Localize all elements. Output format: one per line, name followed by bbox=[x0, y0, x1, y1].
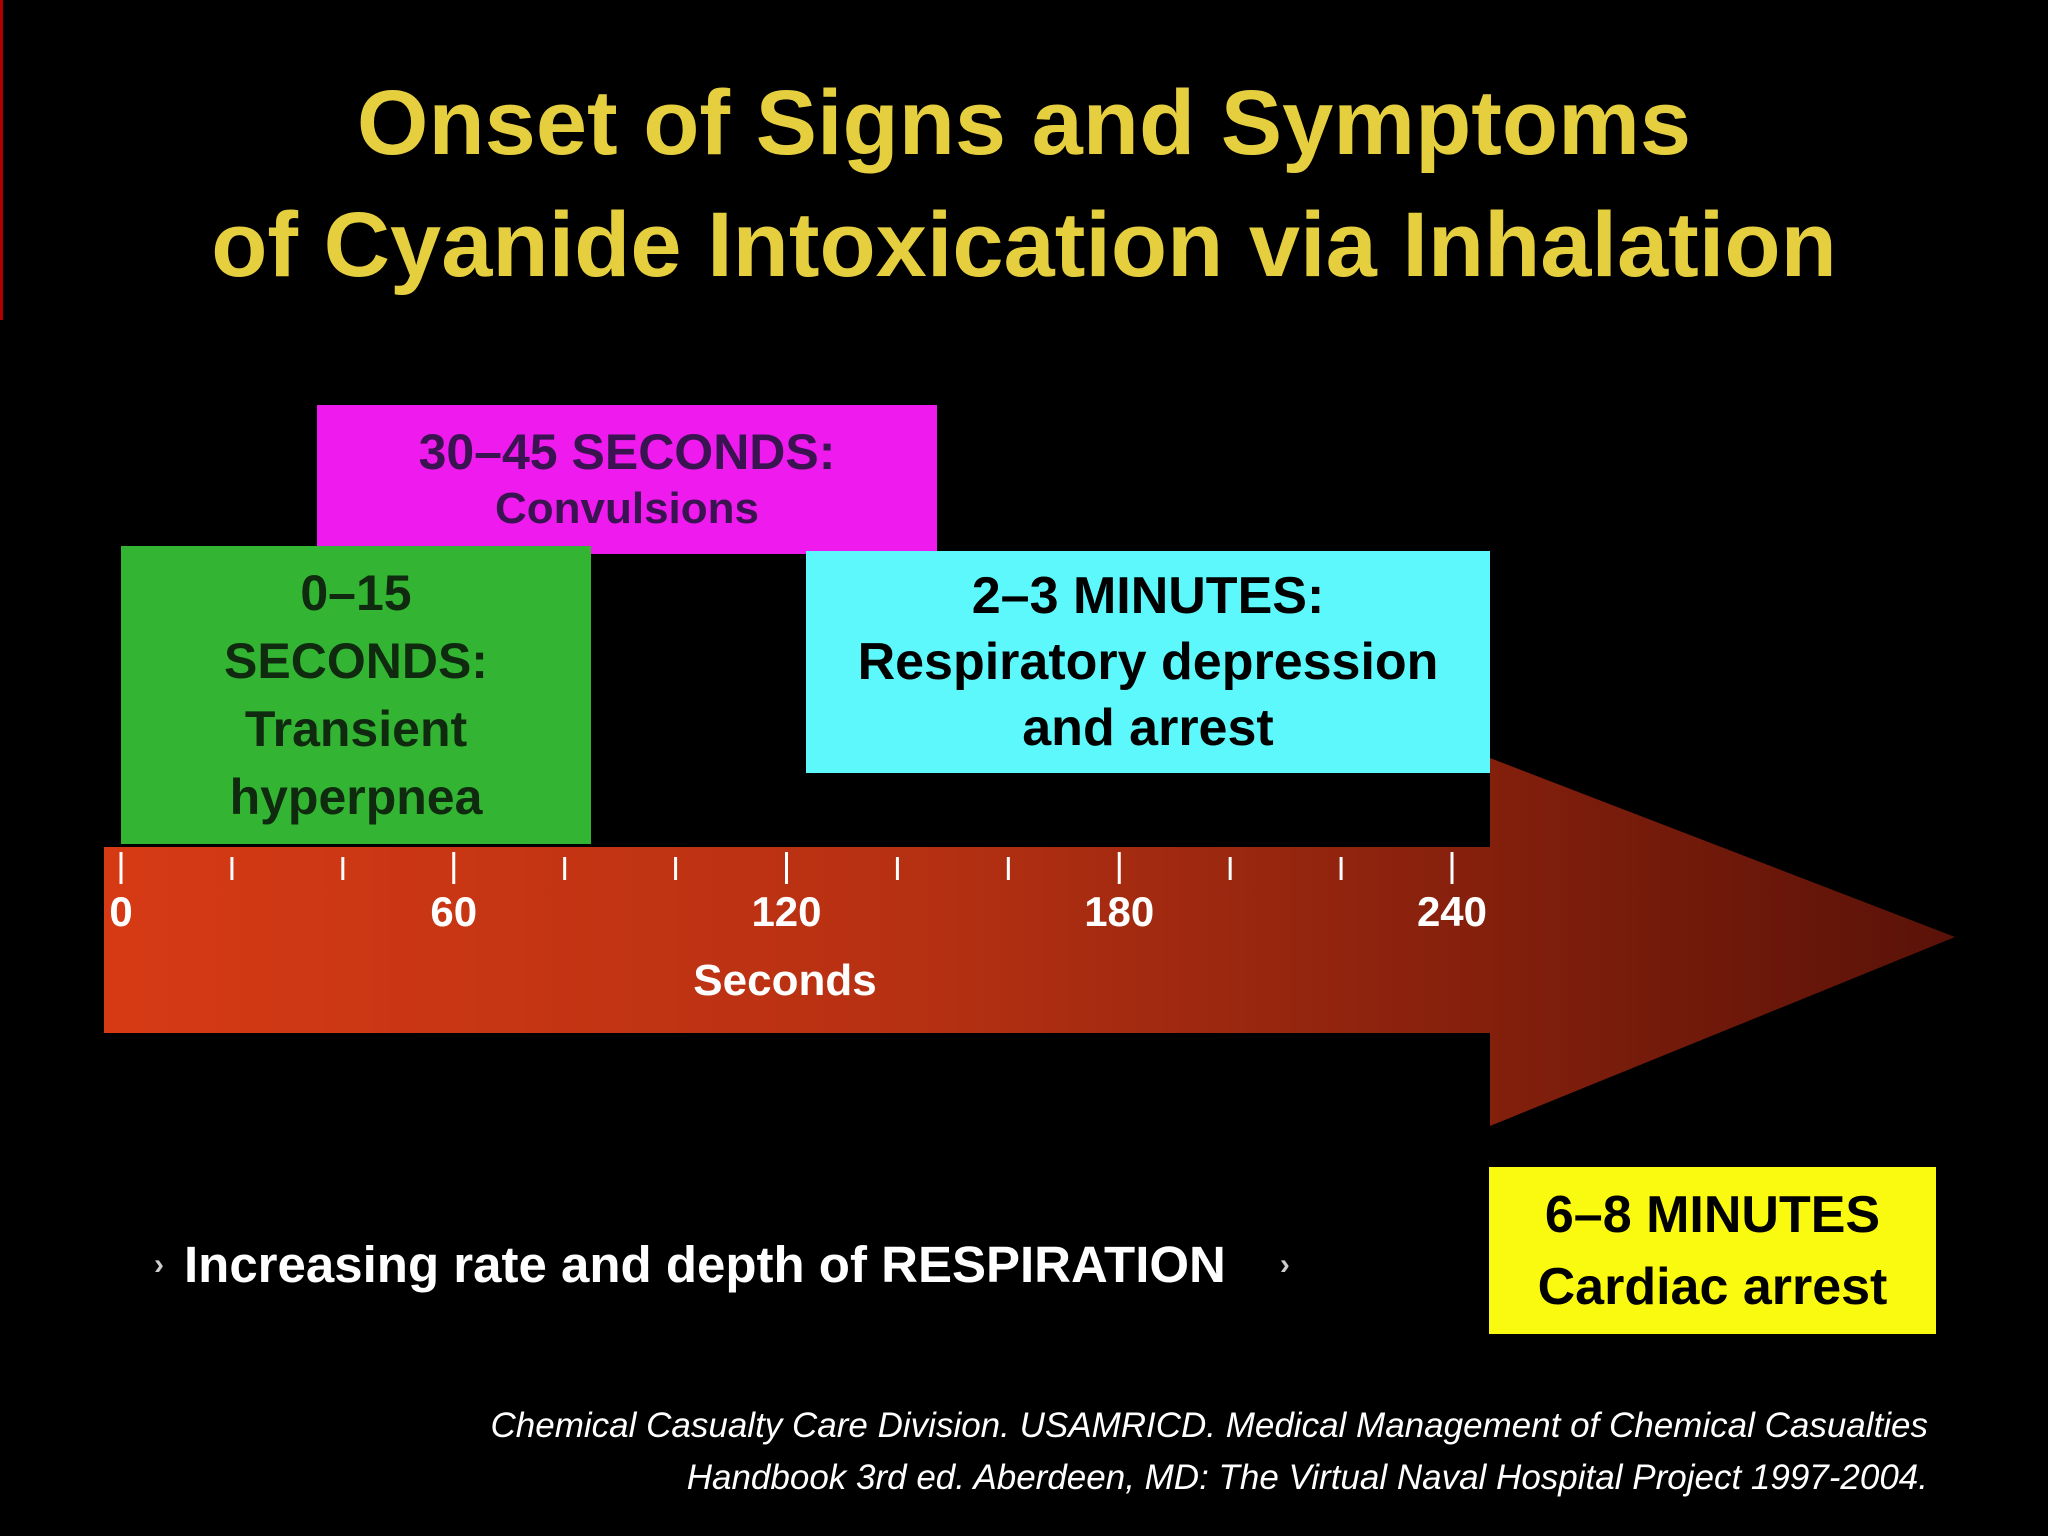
phase-convulsions-box: 30–45 SECONDS: Convulsions bbox=[317, 405, 937, 554]
phase-cardiac-time: 6–8 MINUTES bbox=[1544, 1185, 1881, 1244]
phase-respiratory-effect-line-2: and arrest bbox=[1022, 699, 1274, 757]
phase-convulsions-time: 30–45 SECONDS: bbox=[418, 423, 836, 480]
axis-tick-label: 120 bbox=[751, 888, 821, 935]
axis-marks: 0 60 120 180 240 bbox=[109, 852, 1487, 935]
timeline-arrow-shape bbox=[104, 758, 1955, 1126]
phase-respiratory-box: 2–3 MINUTES: Respiratory depression and … bbox=[806, 551, 1490, 773]
slide-edge-accent bbox=[0, 0, 3, 320]
slide-title: Onset of Signs and Symptoms of Cyanide I… bbox=[0, 62, 2048, 306]
axis-tick-label: 60 bbox=[430, 888, 477, 935]
phase-hyperpnea-effect-line-2: hyperpnea bbox=[229, 769, 483, 825]
citation-line-1: Chemical Casualty Care Division. USAMRIC… bbox=[490, 1406, 1928, 1445]
respiration-note-text: Increasing rate and depth of RESPIRATION bbox=[184, 1236, 1226, 1293]
phase-hyperpnea-effect-line-1: Transient bbox=[244, 701, 468, 757]
axis-tick-label: 0 bbox=[109, 888, 132, 935]
phase-convulsions-effect: Convulsions bbox=[494, 483, 760, 533]
trailing-chevron-icon: › bbox=[1279, 1248, 1290, 1281]
phase-hyperpnea-time-line-2: SECONDS: bbox=[224, 633, 488, 689]
phase-respiratory-time: 2–3 MINUTES: bbox=[971, 567, 1325, 625]
respiration-note: › Increasing rate and depth of RESPIRATI… bbox=[154, 1230, 1290, 1300]
axis-label: Seconds bbox=[693, 956, 876, 1005]
phase-hyperpnea-time-line-1: 0–15 bbox=[300, 565, 412, 621]
citation: Chemical Casualty Care Division. USAMRIC… bbox=[491, 1400, 1928, 1504]
phase-hyperpnea-box: 0–15 SECONDS: Transient hyperpnea bbox=[121, 546, 591, 844]
axis-tick-label: 240 bbox=[1417, 888, 1487, 935]
slide-title-line-2: of Cyanide Intoxication via Inhalation bbox=[211, 194, 1837, 296]
phase-respiratory-effect-line-1: Respiratory depression bbox=[857, 633, 1439, 691]
bullet-chevron-icon: › bbox=[154, 1248, 164, 1281]
slide-title-line-1: Onset of Signs and Symptoms bbox=[356, 72, 1692, 174]
phase-cardiac-box: 6–8 MINUTES Cardiac arrest bbox=[1489, 1167, 1936, 1334]
citation-line-2: Handbook 3rd ed. Aberdeen, MD: The Virtu… bbox=[686, 1458, 1928, 1497]
axis-tick-label: 180 bbox=[1084, 888, 1154, 935]
phase-cardiac-effect: Cardiac arrest bbox=[1537, 1257, 1888, 1316]
